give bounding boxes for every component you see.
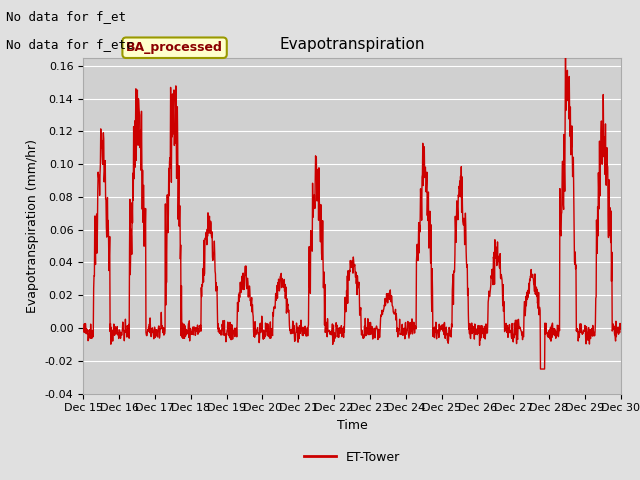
Title: Evapotranspiration: Evapotranspiration [279,37,425,52]
Text: No data for f_et: No data for f_et [6,10,127,23]
Text: BA_processed: BA_processed [126,41,223,54]
Text: No data for f_etc: No data for f_etc [6,38,134,51]
X-axis label: Time: Time [337,419,367,432]
Y-axis label: Evapotranspiration (mm/hr): Evapotranspiration (mm/hr) [26,139,39,312]
Legend: ET-Tower: ET-Tower [300,446,404,469]
